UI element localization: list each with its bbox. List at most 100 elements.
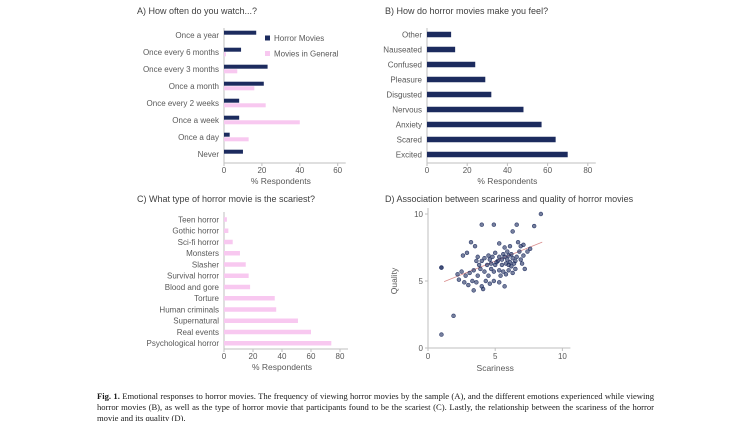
chart-text: Anxiety xyxy=(396,120,422,129)
chart-text: Nauseated xyxy=(383,45,422,54)
bar xyxy=(427,151,568,158)
chart-text: 0 xyxy=(222,166,227,175)
scatter-point xyxy=(497,254,502,260)
legend-swatch xyxy=(265,51,270,56)
scatter-point xyxy=(514,222,519,227)
chart-text: Gothic horror xyxy=(172,227,219,236)
bar xyxy=(224,217,227,222)
legend-swatch xyxy=(265,35,270,41)
chart-text: 0 xyxy=(419,344,424,353)
scatter-point xyxy=(486,253,491,258)
scatter-point xyxy=(482,269,487,274)
chart-text: 40 xyxy=(295,166,304,175)
bar xyxy=(224,120,300,125)
bar xyxy=(224,52,226,57)
scatter-point xyxy=(464,250,470,256)
trend-line xyxy=(443,241,543,283)
bar xyxy=(224,98,240,103)
scatter-point xyxy=(513,258,518,264)
scatter-point xyxy=(479,258,484,264)
scatter-point xyxy=(497,268,502,273)
bar xyxy=(224,239,233,245)
chart-text: Excited xyxy=(396,150,422,159)
chart-text: 5 xyxy=(493,352,498,361)
chart-text: Pleasure xyxy=(390,75,422,84)
scatter-point xyxy=(517,249,522,254)
scatter-point xyxy=(474,258,479,264)
panel-a: A) How often do you watch...? 0 20 40 60 % R… xyxy=(135,4,380,192)
bar xyxy=(224,149,243,154)
scatter-point xyxy=(531,223,537,229)
chart-text: Scariness xyxy=(477,363,514,373)
scatter-point xyxy=(527,246,533,252)
scatter-point xyxy=(525,249,530,254)
bar xyxy=(224,132,230,137)
bar xyxy=(224,262,246,267)
chart-text: Movies in General xyxy=(274,49,339,58)
scatter-point xyxy=(499,262,505,268)
scatter-point xyxy=(483,278,488,284)
chart-text: 0 xyxy=(222,352,227,361)
chart-text: 20 xyxy=(463,166,472,175)
bar xyxy=(427,91,492,98)
scatter-point xyxy=(510,229,515,234)
chart-text: Monsters xyxy=(186,249,219,258)
scatter-point xyxy=(460,253,466,258)
scatter-point xyxy=(488,261,494,266)
bar xyxy=(224,228,229,233)
bar xyxy=(224,30,257,35)
chart-text: Slasher xyxy=(192,260,219,269)
scatter-point xyxy=(478,266,483,272)
bar xyxy=(427,76,486,83)
chart-text: 10 xyxy=(558,352,567,361)
scatter-point xyxy=(462,280,467,285)
scatter-point xyxy=(459,269,464,274)
chart-text: Supernatural xyxy=(173,317,219,326)
chart-text: Once every 3 months xyxy=(143,65,219,74)
chart-text: Once every 2 weeks xyxy=(147,99,219,108)
bar xyxy=(224,137,249,142)
bar xyxy=(224,81,264,86)
bar xyxy=(427,31,452,38)
panel-d: D) Association between scariness and qua… xyxy=(383,192,650,382)
chart-text: Horror Movies xyxy=(274,34,324,43)
scatter-point xyxy=(491,269,497,274)
scatter-point xyxy=(505,257,510,262)
scatter-point xyxy=(451,313,456,319)
panel-a-chart: 0 20 40 60 % Respondents Once a year Once ever… xyxy=(143,28,346,186)
panel-d-title: D) Association between scariness and qua… xyxy=(385,194,634,204)
scatter-point xyxy=(507,260,513,265)
scatter-point xyxy=(519,261,525,266)
chart-text: Survival horror xyxy=(167,272,219,281)
caption-label: Fig. 1. xyxy=(97,390,120,401)
chart-text: 80 xyxy=(583,166,592,175)
bar xyxy=(224,69,238,74)
scatter-point xyxy=(510,270,515,276)
bar xyxy=(427,46,456,53)
chart-text: 80 xyxy=(336,352,345,361)
scatter-point xyxy=(456,277,462,282)
chart-text: % Respondents xyxy=(251,176,311,186)
chart-text: Real events xyxy=(177,328,219,337)
bar xyxy=(427,106,524,113)
scatter-point xyxy=(488,266,494,272)
caption-text: Emotional responses to horror movies. Th… xyxy=(97,390,654,421)
chart-text: 60 xyxy=(333,166,342,175)
scatter-point xyxy=(474,280,479,285)
scatter-point xyxy=(487,257,493,262)
chart-text: 20 xyxy=(257,166,266,175)
chart-text: Torture xyxy=(194,294,219,303)
chart-text: % Respondents xyxy=(252,362,312,372)
chart-text: 20 xyxy=(249,352,258,361)
bar xyxy=(224,296,275,301)
chart-text: 60 xyxy=(307,352,316,361)
scatter-point xyxy=(467,270,472,276)
panel-c-chart: 0 20 40 60 80 % Respondents Teen horror Gothic … xyxy=(147,212,348,372)
scatter-point xyxy=(466,282,471,288)
bar xyxy=(224,251,240,256)
scatter-point xyxy=(538,211,544,217)
chart-text: Sci-fi horror xyxy=(178,238,220,247)
scatter-point xyxy=(484,262,490,268)
bar xyxy=(224,341,332,346)
